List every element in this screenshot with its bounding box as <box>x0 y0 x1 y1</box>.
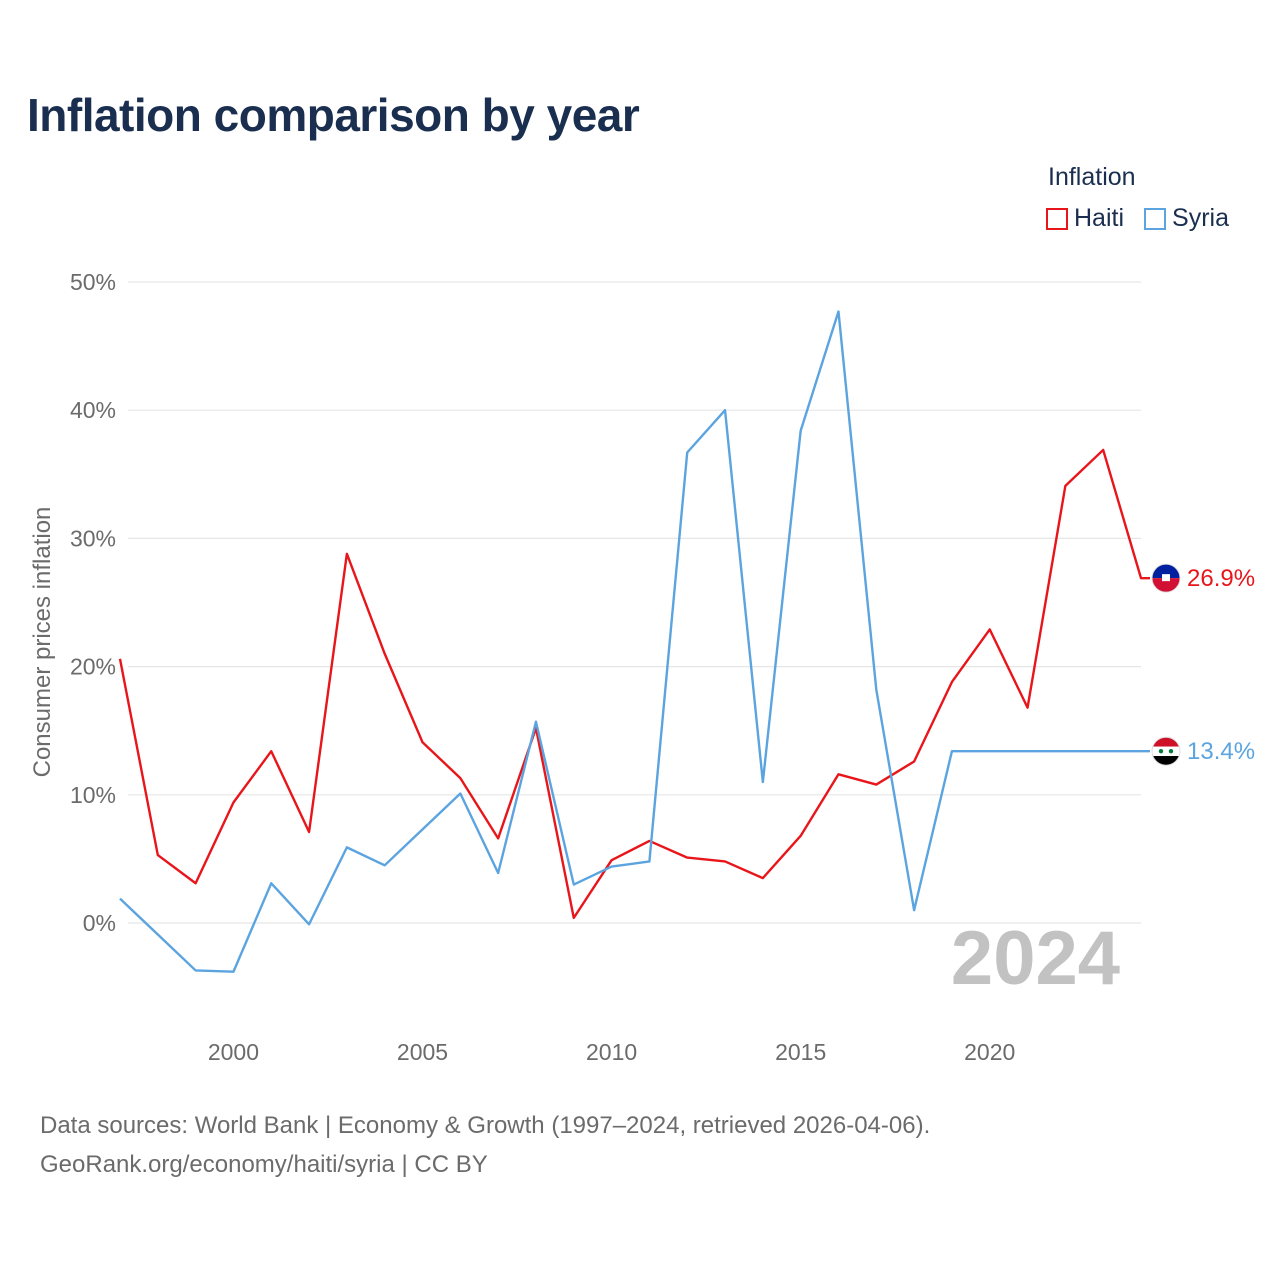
x-tick-label: 2020 <box>964 1039 1015 1065</box>
legend-label-syria: Syria <box>1172 204 1229 232</box>
y-tick-label: 40% <box>70 397 116 423</box>
legend-title: Inflation <box>1048 163 1136 191</box>
x-tick-label: 2005 <box>397 1039 448 1065</box>
data-sources: Data sources: World Bank | Economy & Gro… <box>40 1106 930 1184</box>
legend-swatch-haiti <box>1046 207 1068 230</box>
series-lines <box>118 310 1150 973</box>
end-label-haiti: 26.9% <box>1187 565 1255 592</box>
y-tick-label: 50% <box>70 269 116 295</box>
footer-line-1: Data sources: World Bank | Economy & Gro… <box>40 1112 931 1139</box>
end-label-syria: 13.4% <box>1187 738 1255 765</box>
year-watermark: 2024 <box>951 916 1120 1001</box>
x-tick-label: 2015 <box>775 1039 826 1065</box>
x-axis-ticks: 2000 2005 2010 2015 2020 <box>208 1039 1015 1065</box>
end-markers: 26.9% 13.4% <box>1151 563 1255 766</box>
y-axis-ticks: 0% 10% 20% 30% 40% 50% <box>70 269 116 936</box>
haiti-flag-icon <box>1151 563 1181 593</box>
grid-lines <box>128 281 1141 924</box>
legend-item-haiti[interactable]: Haiti <box>1046 204 1124 233</box>
y-tick-label: 10% <box>70 782 116 808</box>
legend: Haiti Syria <box>1046 204 1229 233</box>
series-line-syria[interactable] <box>119 310 1150 973</box>
legend-swatch-syria <box>1144 207 1167 230</box>
y-tick-label: 20% <box>70 654 116 680</box>
x-tick-label: 2000 <box>208 1039 259 1065</box>
y-tick-label: 0% <box>83 910 116 936</box>
y-axis-label: Consumer prices inflation <box>29 507 56 778</box>
chart-title: Inflation comparison by year <box>27 89 640 141</box>
legend-item-syria[interactable]: Syria <box>1144 204 1229 233</box>
legend-label-haiti: Haiti <box>1074 204 1125 232</box>
syria-flag-icon <box>1151 736 1181 766</box>
y-tick-label: 30% <box>70 525 116 551</box>
footer-line-2[interactable]: GeoRank.org/economy/haiti/syria | CC BY <box>40 1151 488 1178</box>
x-tick-label: 2010 <box>586 1039 637 1065</box>
series-line-haiti[interactable] <box>118 448 1150 920</box>
